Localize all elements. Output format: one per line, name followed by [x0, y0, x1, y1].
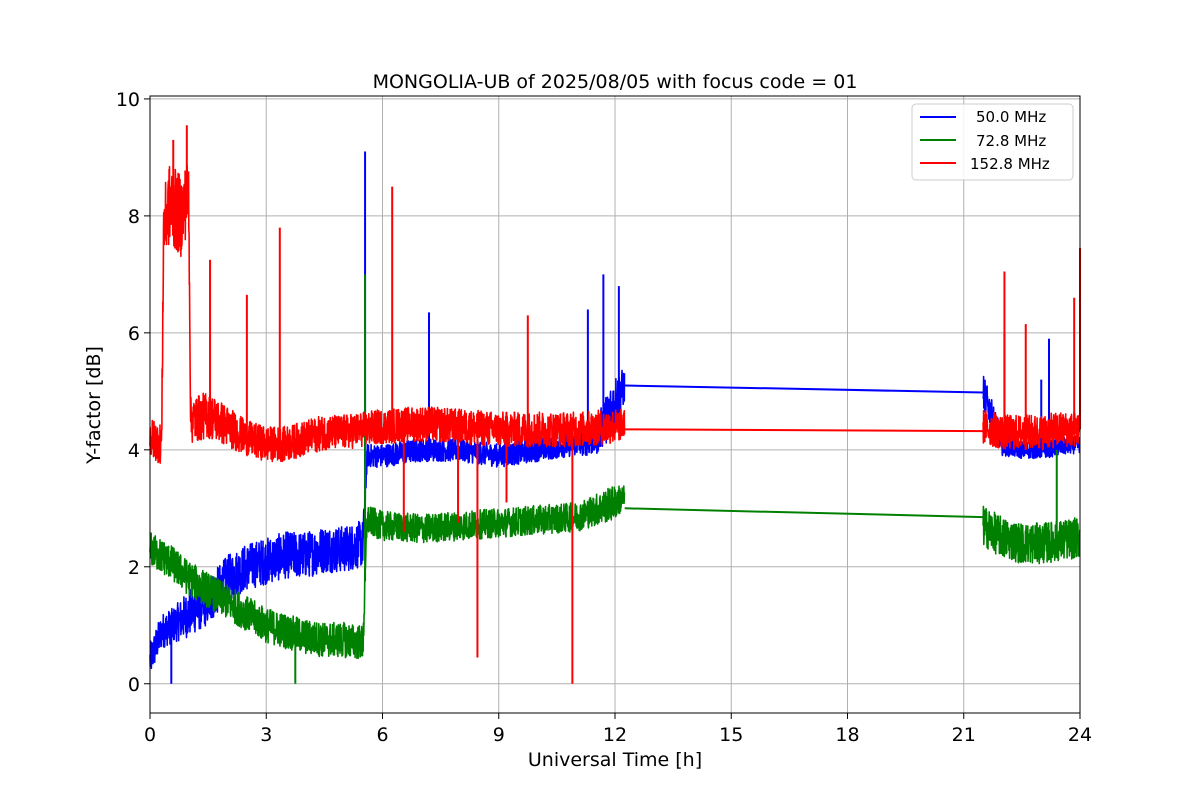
x-tick-label: 21 — [952, 724, 976, 746]
series-line-segment — [982, 505, 1081, 565]
y-tick-label: 8 — [128, 206, 140, 228]
series-gap-line — [624, 507, 984, 519]
legend-box — [911, 103, 1074, 181]
plot-area — [149, 125, 1081, 684]
x-tick-label: 6 — [376, 724, 388, 746]
series-line-segment — [982, 409, 1081, 451]
legend: 50.0 MHz 72.8 MHz 152.8 MHz — [911, 103, 1074, 181]
chart-title: MONGOLIA-UB of 2025/08/05 with focus cod… — [373, 71, 858, 93]
x-tick-label: 24 — [1068, 724, 1092, 746]
x-tick-label: 15 — [719, 724, 743, 746]
y-tick-label: 6 — [128, 323, 140, 345]
y-axis-label: Y-factor [dB] — [83, 346, 105, 465]
x-tick-label: 18 — [835, 724, 859, 746]
series-gap-line — [624, 384, 984, 394]
y-tick-label: 4 — [128, 440, 140, 462]
x-axis-label: Universal Time [h] — [528, 749, 702, 771]
series-line-segment — [149, 165, 626, 464]
y-tick-label: 10 — [116, 89, 140, 111]
series-gap-line — [624, 428, 984, 433]
y-tick-label: 2 — [128, 557, 140, 579]
legend-label-152mhz: 152.8 MHz — [970, 155, 1050, 173]
series-line-segment — [149, 485, 626, 660]
y-tick-label: 0 — [128, 674, 140, 696]
x-tick-label: 3 — [260, 724, 272, 746]
legend-label-50mhz: 50.0 MHz — [976, 108, 1046, 126]
legend-label-72mhz: 72.8 MHz — [976, 132, 1046, 150]
x-tick-label: 9 — [493, 724, 505, 746]
x-tick-label: 12 — [603, 724, 627, 746]
series-1528mhz — [149, 125, 1081, 684]
series-line-segment — [149, 369, 626, 670]
x-tick-label: 0 — [144, 724, 156, 746]
